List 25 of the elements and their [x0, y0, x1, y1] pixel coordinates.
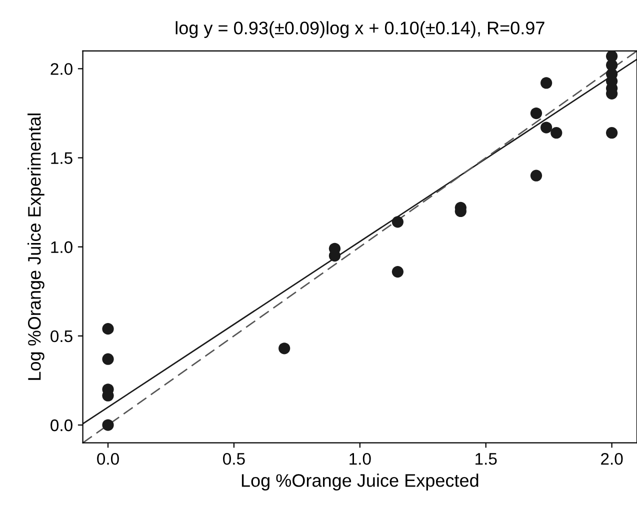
- y-tick-label: 0.0: [50, 419, 72, 432]
- y-axis-title: Log %Orange Juice Experimental: [28, 114, 44, 380]
- chart-title: log y = 0.93(±0.09)log x + 0.10(±0.14), R=0.97: [176, 21, 544, 38]
- y-tick-label: 1.0: [51, 241, 72, 254]
- point: [530, 107, 542, 120]
- point: [392, 216, 404, 228]
- x-tick-label: 1.0: [350, 452, 371, 465]
- point: [606, 127, 618, 139]
- point: [392, 266, 404, 278]
- point: [550, 127, 562, 139]
- x-tick-label: 2.0: [601, 452, 623, 465]
- y-tick-label: 1.5: [51, 152, 72, 164]
- point: [530, 170, 542, 182]
- point: [102, 419, 114, 431]
- point: [540, 77, 552, 89]
- point: [102, 323, 114, 335]
- point: [278, 342, 290, 354]
- y-tick-label: 0.5: [50, 330, 72, 342]
- y-tick-label: 2.0: [50, 63, 72, 75]
- x-tick-label: 1.5: [476, 453, 497, 465]
- point: [102, 353, 114, 365]
- x-tick-label: 0.0: [97, 452, 119, 465]
- point: [540, 122, 552, 134]
- x-tick-label: 0.5: [223, 452, 245, 465]
- x-axis-title: Log %Orange Juice Expected: [242, 474, 478, 490]
